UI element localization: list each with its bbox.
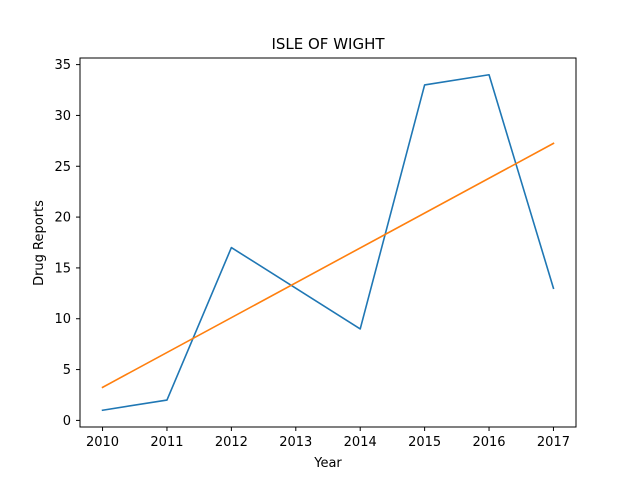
y-tick-label: 25 bbox=[54, 160, 71, 175]
plot-frame bbox=[79, 57, 577, 428]
tick-layer: 2010 2011 2012 2013 2014 2015 2016 2017 0 5 10 15 20… bbox=[54, 58, 570, 450]
y-tick-label: 20 bbox=[54, 211, 71, 226]
y-axis-label: Drug Reports bbox=[32, 200, 47, 286]
x-tick-label: 2011 bbox=[150, 435, 183, 450]
series-line-reports bbox=[101, 73, 555, 412]
x-tick-label: 2016 bbox=[472, 435, 505, 450]
series-layer bbox=[101, 73, 555, 412]
x-tick-label: 2010 bbox=[86, 435, 119, 450]
chart-title: ISLE OF WIGHT bbox=[271, 35, 385, 53]
series-line-trend bbox=[101, 142, 555, 389]
x-tick-label: 2014 bbox=[344, 435, 377, 450]
x-tick-label: 2017 bbox=[537, 435, 570, 450]
x-tick-label: 2013 bbox=[279, 435, 312, 450]
y-tick-label: 10 bbox=[54, 312, 71, 327]
y-tick-label: 35 bbox=[54, 58, 71, 73]
y-tick-label: 0 bbox=[63, 414, 71, 429]
y-tick-label: 30 bbox=[54, 109, 71, 124]
x-tick-label: 2015 bbox=[408, 435, 441, 450]
y-tick-label: 15 bbox=[54, 261, 71, 276]
y-tick-label: 5 bbox=[63, 363, 71, 378]
x-axis-label: Year bbox=[313, 456, 342, 471]
x-tick-label: 2012 bbox=[215, 435, 248, 450]
